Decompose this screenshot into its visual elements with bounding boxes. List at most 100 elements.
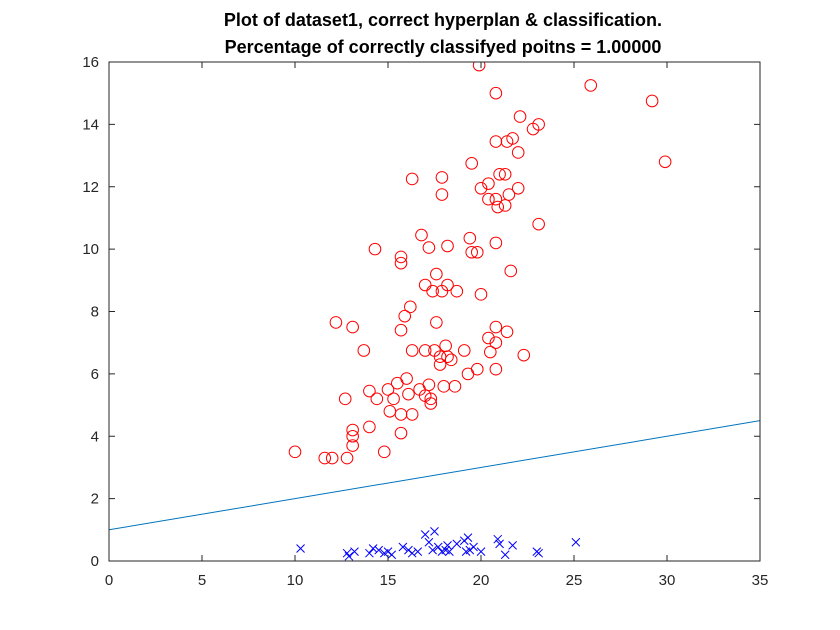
x-tick-label: 0 [105, 572, 113, 589]
plot-content [109, 62, 760, 561]
circle-point [489, 362, 503, 376]
circle-point [474, 288, 488, 301]
cross-point [476, 547, 486, 556]
y-tick-label: 6 [91, 366, 99, 383]
y-tick-label: 12 [82, 179, 99, 196]
circle-point [448, 380, 462, 393]
cross-point [296, 544, 305, 553]
circle-point [489, 86, 503, 100]
cross-point [500, 550, 510, 560]
circle-point [415, 228, 428, 242]
circle-point [338, 392, 352, 406]
x-tick-label: 5 [198, 572, 206, 589]
circle-point [370, 392, 384, 406]
circle-point [394, 323, 408, 337]
circle-point [444, 353, 458, 367]
circle-point [400, 372, 413, 385]
circle-point [368, 242, 382, 256]
cross-point [495, 539, 504, 549]
cross-point [493, 534, 503, 544]
cross-point [508, 541, 517, 550]
circle-point [472, 62, 486, 72]
circle-point [405, 172, 419, 186]
y-tick-label: 10 [82, 241, 99, 258]
circle-point [394, 426, 408, 440]
circle-point [450, 284, 464, 298]
chart-title-line-1: Plot of dataset1, correct hyperplan & cl… [224, 10, 662, 30]
circle-point [504, 264, 518, 278]
circle-point [418, 344, 432, 357]
cross-point [387, 550, 397, 560]
circle-point [461, 367, 475, 381]
circle-point [474, 182, 488, 195]
circle-point [435, 188, 449, 201]
circle-point [498, 199, 512, 212]
cross-point [420, 530, 430, 539]
circle-point [658, 155, 672, 169]
circle-point [482, 331, 495, 345]
circle-point [465, 245, 479, 259]
circle-point [517, 348, 531, 362]
circle-point [439, 339, 452, 353]
circle-point [424, 392, 438, 406]
x-tick-label: 25 [566, 572, 583, 589]
circle-point [329, 316, 343, 329]
circle-point [387, 392, 400, 406]
circle-point [489, 236, 503, 250]
circle-point [377, 445, 391, 459]
circle-point [437, 380, 451, 393]
x-tick-label: 15 [380, 572, 397, 589]
circle-point [325, 451, 339, 465]
circle-point [441, 350, 454, 364]
circle-point [489, 336, 503, 349]
circle-point [346, 439, 359, 452]
circle-point [489, 320, 503, 334]
x-tick-label: 10 [287, 572, 304, 589]
cross-point [463, 533, 473, 542]
circle-point [394, 250, 408, 264]
axes-box [108, 61, 761, 562]
axes: 0 5 10 15 20 25 30 35 0 2 4 6 8 10 12 14 16 [82, 54, 768, 589]
circle-point [405, 408, 419, 421]
circle-point [381, 383, 395, 396]
circle-point [357, 344, 371, 357]
plot-area [109, 62, 760, 561]
circle-point [511, 182, 525, 195]
circle-point [418, 278, 432, 292]
circle-point [502, 188, 516, 201]
hyperplane-line [109, 420, 760, 531]
cross-point [368, 544, 378, 553]
cross-point [428, 545, 437, 555]
circle-point [482, 177, 495, 190]
cross-point [452, 539, 462, 549]
circle-point [430, 267, 443, 281]
circle-point [318, 451, 332, 465]
circle-point [465, 157, 479, 170]
circle-point [584, 79, 598, 92]
circle-point [489, 135, 503, 148]
cross-point [534, 548, 544, 558]
circle-point [363, 384, 376, 398]
circle-point [489, 192, 503, 206]
circle-point [404, 300, 417, 314]
circle-point [645, 94, 659, 108]
circle-point [426, 284, 439, 298]
cross-point [407, 548, 417, 558]
circle-point [383, 405, 397, 418]
circle-point [484, 345, 497, 359]
circle-point [470, 362, 484, 376]
circle-point [391, 376, 404, 390]
circle-point [511, 146, 525, 159]
y-tick-label: 0 [91, 553, 99, 570]
x-tick-label: 30 [659, 572, 676, 589]
cross-point [469, 542, 478, 552]
x-tick-label: 20 [473, 572, 490, 589]
circle-point [526, 122, 540, 136]
circle-point [498, 167, 512, 181]
circle-point [433, 358, 447, 371]
circle-point [402, 387, 415, 401]
circle-point [346, 429, 359, 443]
cross-point [424, 537, 434, 547]
circle-point [405, 344, 419, 357]
